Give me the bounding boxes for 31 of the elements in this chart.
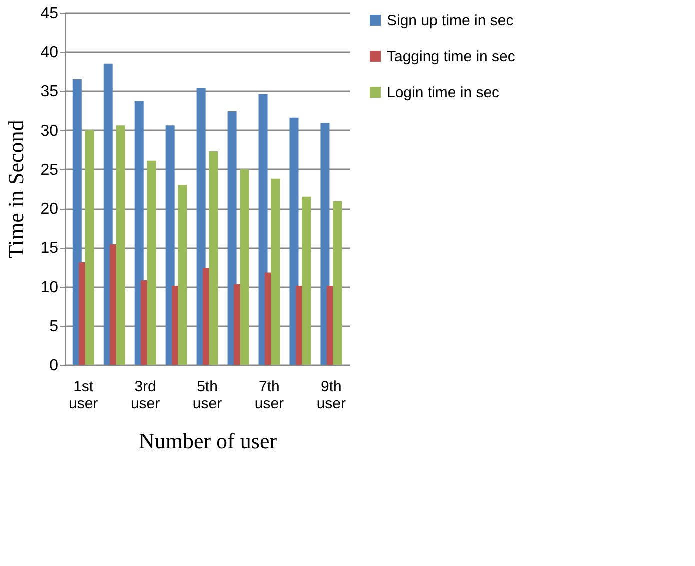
y-tick-label: 5 (50, 318, 59, 336)
bar (85, 130, 94, 365)
bar (320, 123, 330, 365)
x-tick-label: 7th user (254, 378, 284, 412)
y-tick-label: 45 (40, 6, 59, 22)
bar (209, 151, 218, 365)
legend-label: Tagging time in sec (387, 48, 516, 66)
bar (271, 178, 280, 365)
bar (240, 169, 250, 365)
bar (116, 126, 126, 365)
y-tick-label: 25 (40, 162, 59, 179)
bar (333, 202, 342, 365)
y-tick-label: 15 (40, 240, 59, 258)
bar (147, 160, 156, 365)
y-tick-label: 0 (50, 358, 59, 374)
y-tick-label: 20 (40, 201, 59, 218)
bar (290, 118, 299, 365)
y-tick-label: 10 (40, 279, 59, 296)
x-tick-label: 1st user (68, 378, 98, 412)
bar (178, 185, 188, 365)
y-axis-title: Time in Second (4, 120, 29, 259)
y-tick-label: 40 (40, 44, 59, 62)
y-tick-label: 30 (40, 122, 59, 140)
x-tick-label: 5th user (192, 378, 222, 412)
bar (302, 196, 312, 365)
legend-label: Sign up time in sec (387, 12, 514, 30)
y-tick-label: 35 (40, 84, 59, 101)
x-tick-label: 3rd user (130, 378, 160, 412)
x-axis-title: Number of user (138, 428, 278, 454)
legend-label: Login time in sec (387, 84, 500, 102)
x-tick-label: 9th user (316, 378, 346, 412)
